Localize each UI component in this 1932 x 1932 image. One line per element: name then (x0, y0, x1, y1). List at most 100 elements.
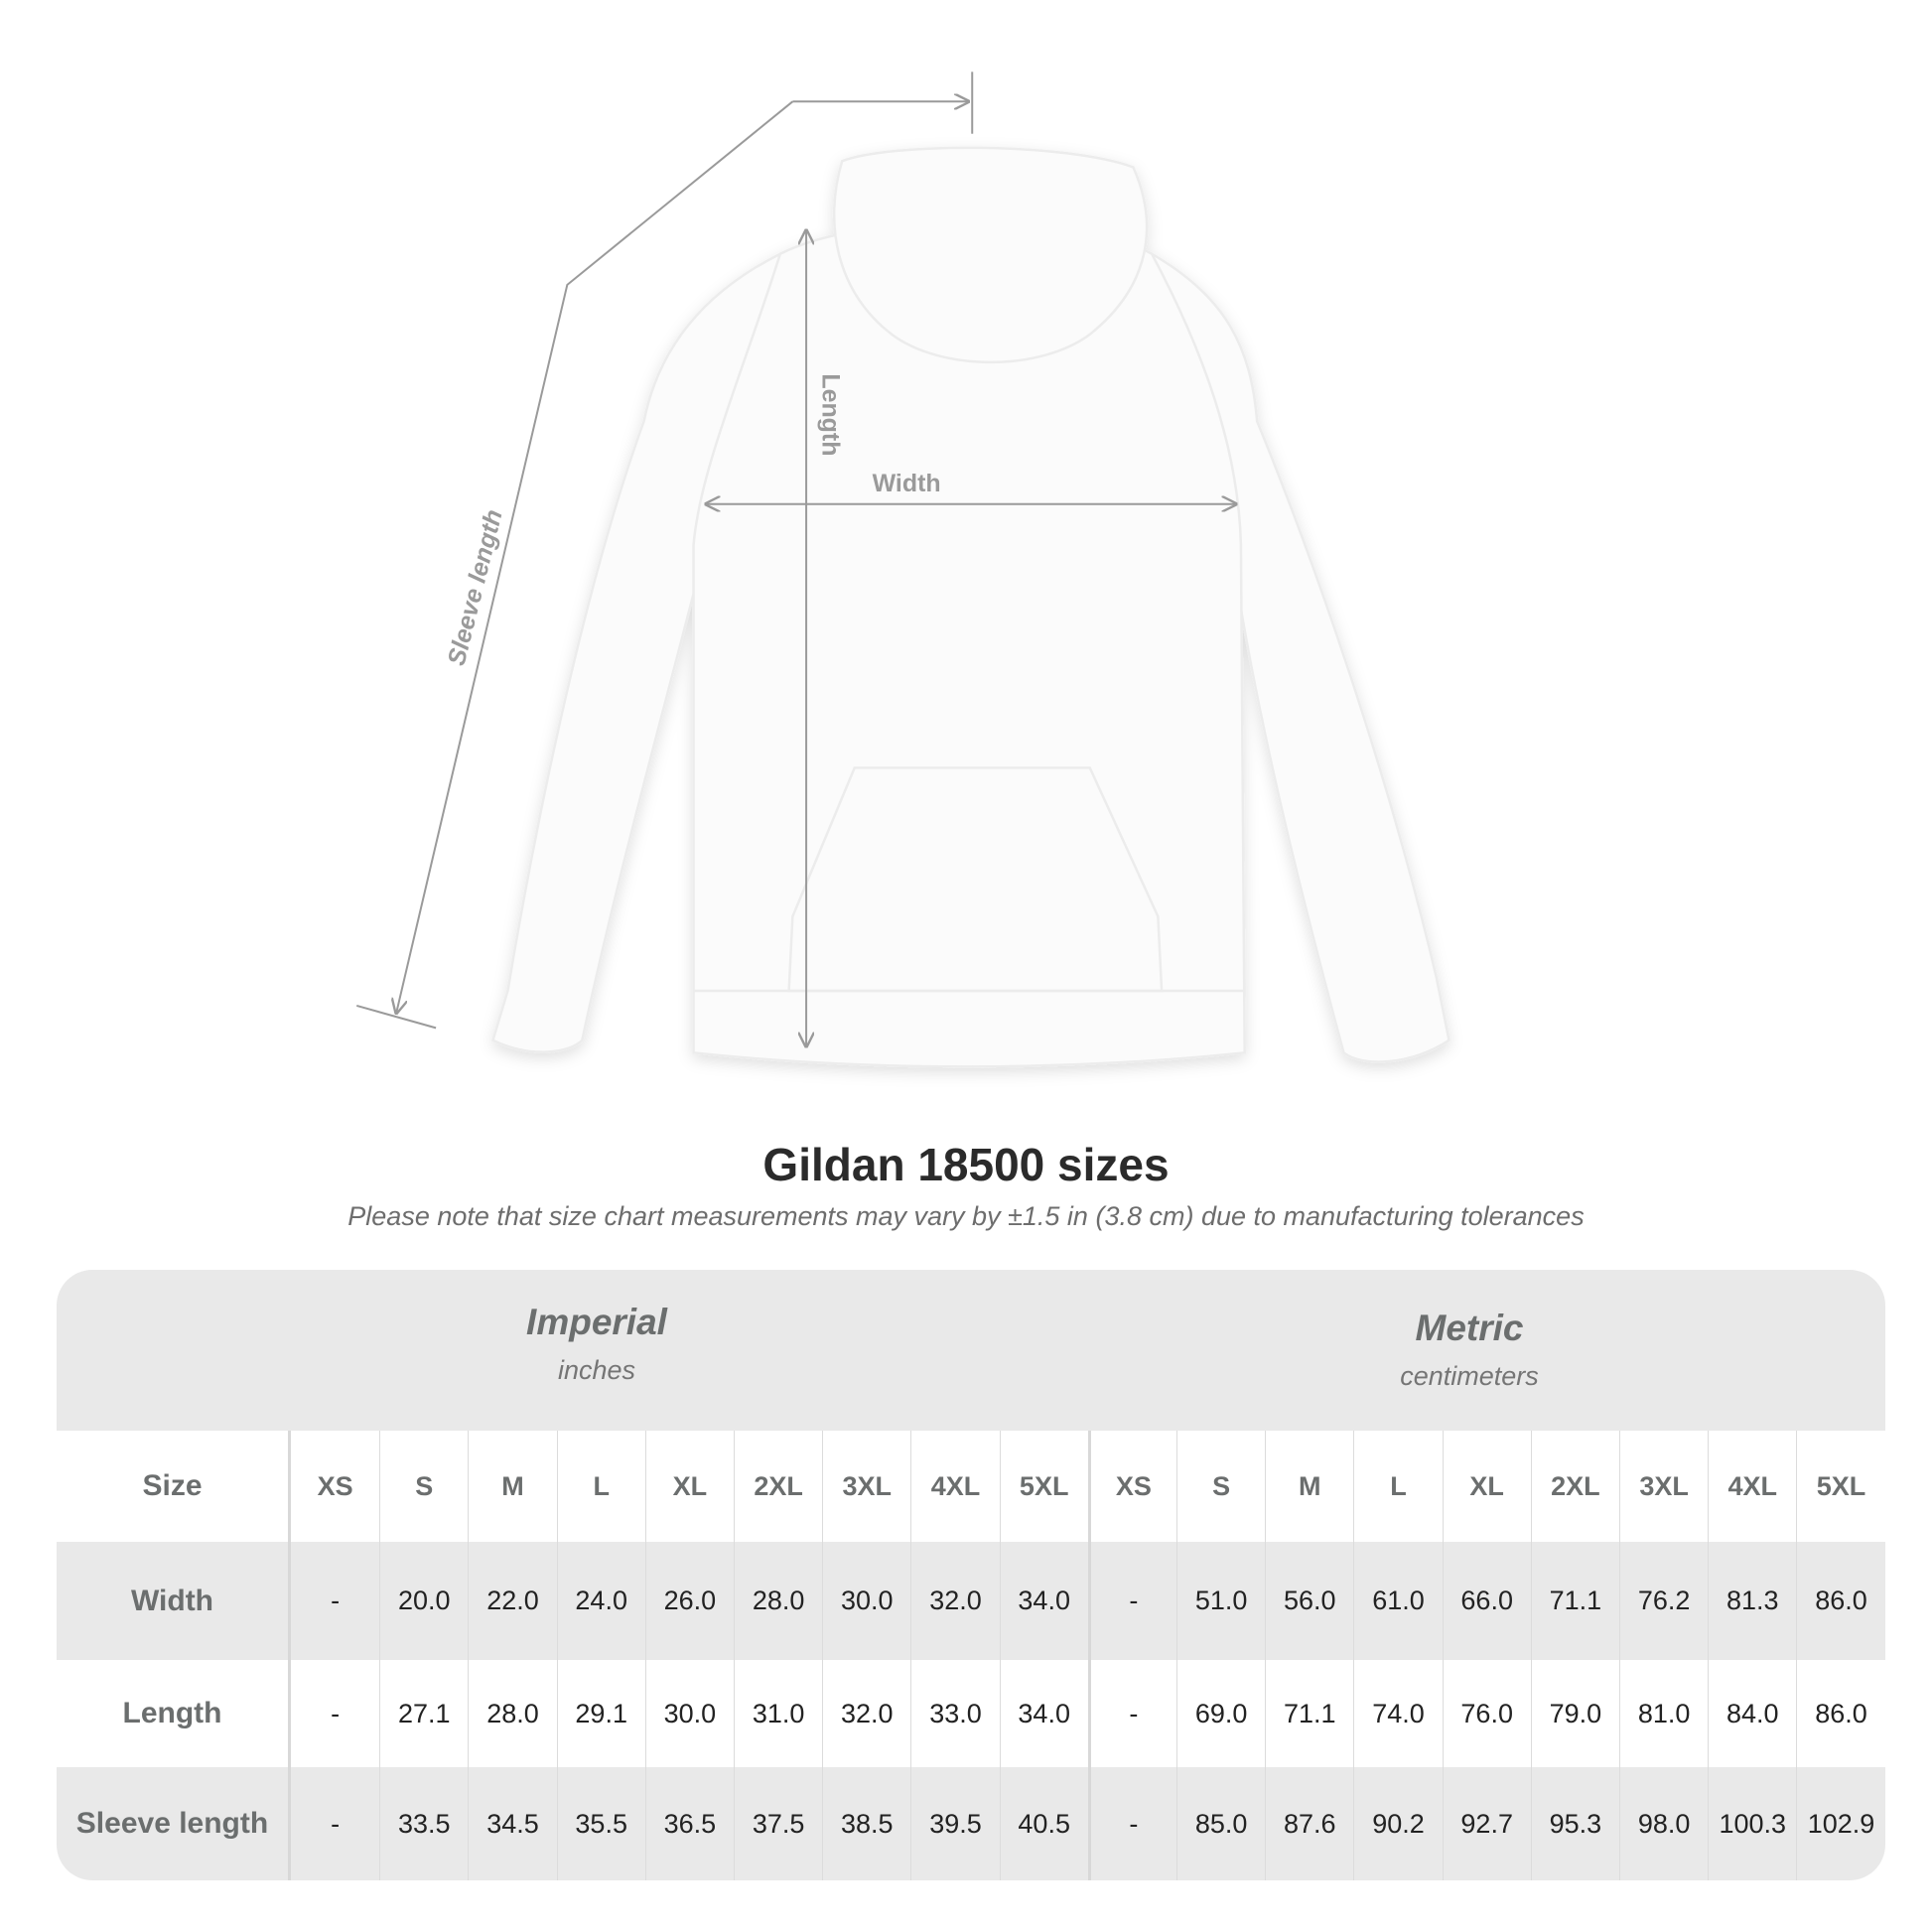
size-header-cell: L (556, 1431, 645, 1542)
length-label: Length (816, 373, 844, 456)
size-header-cell: XL (1442, 1431, 1531, 1542)
value-cell: 32.0 (822, 1660, 910, 1767)
value-cell: 32.0 (910, 1542, 999, 1660)
size-header-cell: S (1176, 1431, 1265, 1542)
size-header-cell: 5XL (1796, 1431, 1884, 1542)
size-header-cell: XL (644, 1431, 734, 1542)
tolerance-note: Please note that size chart measurements… (347, 1201, 1585, 1231)
size-header-cell: 2XL (734, 1431, 822, 1542)
value-cell: 40.5 (999, 1767, 1088, 1880)
value-cell: 33.0 (910, 1660, 999, 1767)
hood (832, 146, 1149, 363)
value-cell: 87.6 (1265, 1767, 1353, 1880)
value-cell: 22.0 (468, 1542, 556, 1660)
size-header-cell: M (1265, 1431, 1353, 1542)
imperial-group: Imperial inches (348, 1302, 845, 1386)
sleeve-length-label: Sleeve length (443, 506, 508, 668)
value-cell: 100.3 (1708, 1767, 1796, 1880)
row-label: Width (57, 1542, 291, 1660)
size-header-row: Size XS S M L XL 2XL 3XL 4XL 5XL XS S M L XL 2XL 3XL 4XL 5… (57, 1431, 1885, 1542)
size-header-cell: XS (317, 1470, 353, 1501)
value-cell: 27.1 (379, 1660, 468, 1767)
value-cell: 85.0 (1176, 1767, 1265, 1880)
value-cell: 86.0 (1796, 1660, 1884, 1767)
imperial-unit: inches (557, 1355, 636, 1385)
sleeve-tick-bottom (355, 1004, 437, 1030)
metric-unit: centimeters (1400, 1361, 1539, 1391)
value-cell: 51.0 (1176, 1542, 1265, 1660)
size-header-cell: L (1353, 1431, 1442, 1542)
value-cell: 34.0 (999, 1660, 1088, 1767)
value-cell: - (331, 1586, 341, 1615)
value-cell: 92.7 (1442, 1767, 1531, 1880)
value-cell: 81.0 (1619, 1660, 1708, 1767)
value-cell: 71.1 (1530, 1542, 1619, 1660)
value-cell: 26.0 (644, 1542, 734, 1660)
value-cell: 81.3 (1708, 1542, 1796, 1660)
value-cell: 66.0 (1442, 1542, 1531, 1660)
row-label: Length (57, 1660, 291, 1767)
value-cell: - (1087, 1660, 1176, 1767)
size-header-cell: 3XL (822, 1431, 910, 1542)
value-cell: 90.2 (1353, 1767, 1442, 1880)
sleeve-length-line (396, 100, 793, 1013)
value-cell: 33.5 (379, 1767, 468, 1880)
width-label: Width (873, 470, 941, 497)
value-cell: 61.0 (1353, 1542, 1442, 1660)
value-cell: - (331, 1808, 341, 1839)
value-cell: 28.0 (468, 1660, 556, 1767)
value-cell: - (1087, 1767, 1176, 1880)
value-cell: 34.5 (468, 1767, 556, 1880)
metric-label: Metric (1415, 1308, 1524, 1348)
metric-group: Metric centimeters (1221, 1308, 1718, 1392)
size-header-cell: 2XL (1530, 1431, 1619, 1542)
table-row-length: Length -27.1 28.0 29.1 30.0 31.0 32.0 33.0 34.0-… (57, 1660, 1885, 1767)
value-cell: 30.0 (644, 1660, 734, 1767)
value-cell: 95.3 (1530, 1767, 1619, 1880)
value-cell: 86.0 (1796, 1542, 1884, 1660)
value-cell: 76.2 (1619, 1542, 1708, 1660)
chart-title: Gildan 18500 sizes (762, 1139, 1170, 1190)
size-header-cell: 4XL (910, 1431, 999, 1542)
size-header-cell: M (468, 1431, 556, 1542)
row-label: Sleeve length (57, 1767, 291, 1880)
value-cell: 102.9 (1796, 1767, 1884, 1880)
size-header-cell: 3XL (1619, 1431, 1708, 1542)
value-cell: 79.0 (1530, 1660, 1619, 1767)
value-cell: 35.5 (556, 1767, 645, 1880)
value-cell: - (331, 1698, 341, 1728)
value-cell: 34.0 (999, 1542, 1088, 1660)
value-cell: 98.0 (1619, 1767, 1708, 1880)
value-cell: 71.1 (1265, 1660, 1353, 1767)
size-header-cell: XS (1087, 1431, 1176, 1542)
value-cell: 84.0 (1708, 1660, 1796, 1767)
table-row-sleeve-length: Sleeve length - 33.5 34.5 35.5 36.5 37.5 38.5 39… (57, 1767, 1885, 1880)
left-sleeve (490, 251, 782, 1053)
size-header-cell: 4XL (1708, 1431, 1796, 1542)
measure-lines (355, 71, 1236, 1046)
hoodie-image (490, 146, 1450, 1068)
value-cell: 28.0 (734, 1542, 822, 1660)
value-cell: 69.0 (1176, 1660, 1265, 1767)
size-table: Imperial inches Metric centimeters Size X… (57, 1270, 1885, 1880)
value-cell: 38.5 (822, 1767, 910, 1880)
value-cell: 29.1 (556, 1660, 645, 1767)
value-cell: 20.0 (379, 1542, 468, 1660)
value-cell: 76.0 (1442, 1660, 1531, 1767)
value-cell: 30.0 (822, 1542, 910, 1660)
value-cell: - (1087, 1542, 1176, 1660)
table-row-width: Width -20.0 22.0 24.0 26.0 28.0 30.0 32.0 34.0-5… (57, 1542, 1885, 1660)
value-cell: 74.0 (1353, 1660, 1442, 1767)
row-label: Size (57, 1431, 291, 1542)
value-cell: 56.0 (1265, 1542, 1353, 1660)
size-header-cell: 5XL (999, 1431, 1088, 1542)
value-cell: 31.0 (734, 1660, 822, 1767)
imperial-label: Imperial (526, 1302, 667, 1342)
size-header-cell: S (379, 1431, 468, 1542)
unit-header: Imperial inches Metric centimeters (57, 1270, 1885, 1431)
value-cell: 39.5 (910, 1767, 999, 1880)
value-cell: 24.0 (556, 1542, 645, 1660)
value-cell: 36.5 (644, 1767, 734, 1880)
value-cell: 37.5 (734, 1767, 822, 1880)
